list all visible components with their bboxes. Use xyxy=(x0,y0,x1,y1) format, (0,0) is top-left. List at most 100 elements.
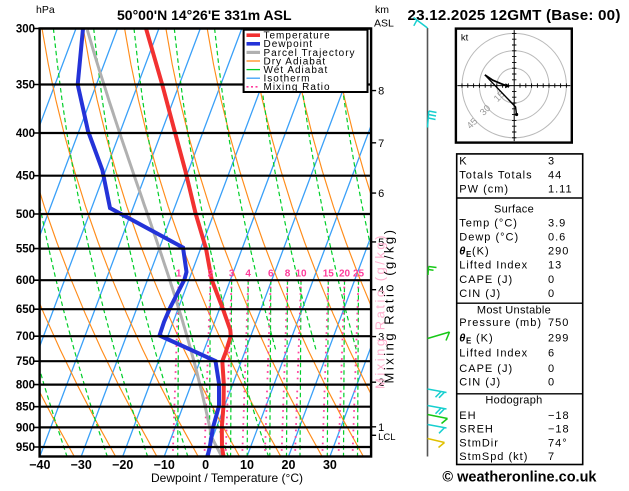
svg-text:800: 800 xyxy=(16,380,35,392)
svg-text:PW (cm): PW (cm) xyxy=(459,184,509,196)
svg-text:StmDir: StmDir xyxy=(459,438,499,450)
svg-text:350: 350 xyxy=(16,80,35,92)
svg-text:K: K xyxy=(459,156,467,168)
svg-text:15: 15 xyxy=(323,269,335,280)
svg-text:13: 13 xyxy=(548,260,562,272)
svg-text:0: 0 xyxy=(548,274,555,286)
svg-text:700: 700 xyxy=(16,331,35,343)
svg-text:10: 10 xyxy=(240,458,254,472)
svg-text:2: 2 xyxy=(208,269,214,280)
svg-text:290: 290 xyxy=(548,246,569,258)
svg-text:3: 3 xyxy=(229,269,235,280)
svg-text:299: 299 xyxy=(548,332,569,344)
svg-text:Hodograph: Hodograph xyxy=(485,395,542,407)
svg-text:8: 8 xyxy=(378,86,384,98)
svg-text:Most Unstable: Most Unstable xyxy=(477,305,551,317)
svg-text:7: 7 xyxy=(548,451,555,463)
svg-text:−20: −20 xyxy=(112,458,133,472)
svg-text:CIN (J): CIN (J) xyxy=(459,288,501,300)
svg-text:−18: −18 xyxy=(548,424,570,436)
svg-text:0: 0 xyxy=(548,363,555,375)
svg-text:CAPE (J): CAPE (J) xyxy=(459,363,513,375)
svg-text:44: 44 xyxy=(548,170,562,182)
svg-text:Dewp (°C): Dewp (°C) xyxy=(459,232,519,244)
svg-text:750: 750 xyxy=(548,317,569,329)
svg-text:2: 2 xyxy=(378,377,384,389)
svg-text:−10: −10 xyxy=(154,458,175,472)
svg-text:EH: EH xyxy=(459,410,476,422)
svg-text:0: 0 xyxy=(202,458,209,472)
svg-text:20: 20 xyxy=(339,269,351,280)
svg-text:Totals Totals: Totals Totals xyxy=(459,170,532,182)
svg-text:km: km xyxy=(375,4,389,16)
svg-text:Temp (°C): Temp (°C) xyxy=(459,217,518,229)
svg-text:StmSpd (kt): StmSpd (kt) xyxy=(459,451,528,463)
svg-text:30: 30 xyxy=(323,458,337,472)
svg-text:−18: −18 xyxy=(548,410,570,422)
svg-text:(K): (K) xyxy=(472,246,490,258)
svg-text:SREH: SREH xyxy=(459,424,494,436)
svg-text:900: 900 xyxy=(16,422,35,434)
svg-text:3.9: 3.9 xyxy=(548,217,566,229)
svg-text:750: 750 xyxy=(16,356,35,368)
svg-text:Pressure (mb): Pressure (mb) xyxy=(459,317,542,329)
svg-text:1: 1 xyxy=(378,422,384,434)
svg-text:E: E xyxy=(466,337,472,346)
svg-text:0.6: 0.6 xyxy=(548,232,566,244)
svg-text:Dewpoint: Dewpoint xyxy=(264,39,314,50)
svg-text:0: 0 xyxy=(548,288,555,300)
svg-text:5: 5 xyxy=(378,237,384,249)
svg-text:6: 6 xyxy=(268,269,274,280)
svg-text:(K): (K) xyxy=(476,332,494,344)
svg-text:CIN (J): CIN (J) xyxy=(459,376,501,388)
svg-text:10: 10 xyxy=(295,269,307,280)
svg-text:−40: −40 xyxy=(29,458,50,472)
svg-text:−30: −30 xyxy=(71,458,92,472)
svg-text:θ: θ xyxy=(459,246,465,258)
svg-text:CAPE (J): CAPE (J) xyxy=(459,274,513,286)
svg-text:LCL: LCL xyxy=(378,432,395,443)
svg-text:ASL: ASL xyxy=(374,18,394,30)
svg-text:50°00'N 14°26'E 331m ASL: 50°00'N 14°26'E 331m ASL xyxy=(117,7,292,23)
svg-text:450: 450 xyxy=(16,171,35,183)
svg-text:Dry Adiabat: Dry Adiabat xyxy=(264,56,327,67)
svg-text:650: 650 xyxy=(16,304,35,316)
svg-text:© weatheronline.co.uk: © weatheronline.co.uk xyxy=(442,470,597,486)
svg-text:Dewpoint / Temperature (°C): Dewpoint / Temperature (°C) xyxy=(151,471,303,485)
svg-text:1: 1 xyxy=(176,269,182,280)
svg-text:7: 7 xyxy=(378,138,384,150)
svg-text:Lifted Index: Lifted Index xyxy=(459,348,528,360)
svg-text:74°: 74° xyxy=(548,438,568,450)
svg-text:500: 500 xyxy=(16,209,35,221)
svg-text:600: 600 xyxy=(16,275,35,287)
svg-text:0: 0 xyxy=(548,376,555,388)
svg-text:4: 4 xyxy=(378,285,384,297)
svg-text:23.12.2025 12GMT (Base: 00): 23.12.2025 12GMT (Base: 00) xyxy=(408,7,621,24)
svg-text:850: 850 xyxy=(16,402,35,414)
svg-text:550: 550 xyxy=(16,244,35,256)
svg-text:400: 400 xyxy=(16,128,35,140)
svg-text:6: 6 xyxy=(548,348,555,360)
svg-text:Mixing Ratio (g/kg): Mixing Ratio (g/kg) xyxy=(382,228,397,384)
svg-text:E: E xyxy=(466,250,472,259)
svg-text:4: 4 xyxy=(245,269,251,280)
svg-text:Temperature: Temperature xyxy=(264,31,331,42)
svg-text:300: 300 xyxy=(16,24,35,36)
svg-text:20: 20 xyxy=(282,458,296,472)
svg-text:3: 3 xyxy=(378,332,384,344)
svg-text:3: 3 xyxy=(548,156,555,168)
svg-text:Parcel Trajectory: Parcel Trajectory xyxy=(264,48,356,59)
svg-text:1.11: 1.11 xyxy=(548,184,573,196)
svg-text:kt: kt xyxy=(461,33,469,44)
svg-text:6: 6 xyxy=(378,188,384,200)
svg-text:25: 25 xyxy=(353,269,365,280)
svg-text:Wet Adiabat: Wet Adiabat xyxy=(264,65,329,76)
svg-text:Isotherm: Isotherm xyxy=(264,74,311,85)
svg-text:hPa: hPa xyxy=(36,4,55,16)
svg-text:950: 950 xyxy=(16,442,35,454)
svg-text:Mixing Ratio (g/kg): Mixing Ratio (g/kg) xyxy=(373,233,388,389)
svg-text:Lifted Index: Lifted Index xyxy=(459,260,528,272)
svg-text:8: 8 xyxy=(285,269,291,280)
svg-text:Mixing Ratio: Mixing Ratio xyxy=(264,82,331,93)
svg-text:Surface: Surface xyxy=(494,203,534,215)
